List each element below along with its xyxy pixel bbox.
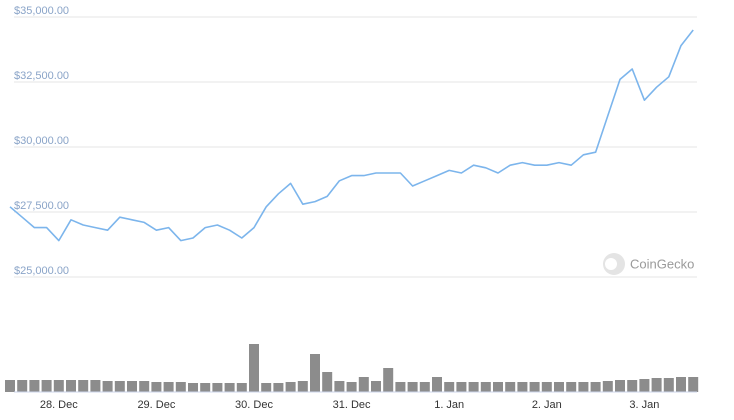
- volume-bar: [310, 354, 320, 392]
- volume-bar: [90, 380, 101, 392]
- volume-bar: [395, 382, 406, 392]
- volume-bar: [78, 380, 89, 392]
- volume-bar: [541, 382, 552, 392]
- volume-bar: [419, 382, 430, 392]
- volume-bar: [200, 383, 211, 392]
- volume-bar: [127, 381, 137, 392]
- volume-bar: [566, 382, 577, 392]
- watermark: CoinGecko: [603, 253, 694, 275]
- volume-bar: [676, 377, 686, 392]
- y-tick-label: $30,000.00: [14, 135, 69, 147]
- volume-bar: [322, 372, 333, 392]
- volume-bar: [602, 381, 613, 392]
- volume-bar: [188, 383, 198, 392]
- volume-bar: [480, 382, 491, 392]
- volume-bar: [346, 382, 357, 392]
- volume-bar: [249, 344, 259, 392]
- volume-bar: [383, 368, 394, 392]
- volume-bar: [554, 382, 564, 392]
- y-tick-label: $35,000.00: [14, 5, 69, 17]
- volume-bar: [358, 377, 369, 392]
- volume-bar: [590, 382, 601, 392]
- volume-bar: [663, 378, 674, 392]
- volume-bar: [517, 382, 528, 392]
- volume-bar: [5, 380, 15, 392]
- y-tick-label: $27,500.00: [14, 200, 69, 212]
- volume-bar: [29, 380, 40, 392]
- volume-bar: [651, 378, 662, 392]
- volume-bar: [444, 382, 455, 392]
- volume-bar: [615, 380, 625, 392]
- volume-bar: [17, 380, 28, 392]
- volume-bar: [53, 380, 64, 392]
- volume-bar: [273, 383, 284, 392]
- volume-bar: [688, 377, 699, 392]
- x-tick-label: 2. Jan: [532, 399, 562, 411]
- volume-bar: [151, 382, 162, 392]
- volume-bar: [139, 381, 150, 392]
- volume-bar: [468, 382, 479, 392]
- volume-bar: [334, 381, 345, 392]
- x-tick-label: 30. Dec: [235, 399, 273, 411]
- volume-bar: [297, 381, 308, 392]
- volume-bar: [236, 383, 247, 392]
- price-line: [9, 29, 694, 242]
- watermark-icon-inner: [605, 258, 617, 270]
- volume-bar: [285, 382, 296, 392]
- volume-bar: [224, 383, 235, 392]
- x-tick-label: 28. Dec: [40, 399, 78, 411]
- volume-bar: [41, 380, 52, 392]
- volume-bar: [456, 382, 467, 392]
- y-tick-label: $25,000.00: [14, 265, 69, 277]
- volume-bar: [371, 381, 381, 392]
- volume-bar: [407, 382, 418, 392]
- x-tick-label: 29. Dec: [137, 399, 175, 411]
- volume-bar: [432, 377, 442, 392]
- volume-bar: [529, 382, 540, 392]
- volume-bar: [627, 380, 638, 392]
- x-tick-label: 3. Jan: [629, 399, 659, 411]
- volume-bar: [505, 382, 516, 392]
- volume-bar: [114, 381, 125, 392]
- volume-bar: [163, 382, 174, 392]
- volume-bar: [212, 383, 223, 392]
- volume-bar: [175, 382, 186, 392]
- volume-bar: [66, 380, 76, 392]
- watermark-text: CoinGecko: [630, 256, 694, 271]
- volume-bar: [639, 379, 650, 392]
- volume-bar: [578, 382, 589, 392]
- volume-bar: [261, 383, 272, 392]
- volume-bar: [493, 382, 503, 392]
- x-tick-label: 31. Dec: [333, 399, 371, 411]
- x-tick-label: 1. Jan: [434, 399, 464, 411]
- volume-bar: [102, 381, 113, 392]
- y-tick-label: $32,500.00: [14, 70, 69, 82]
